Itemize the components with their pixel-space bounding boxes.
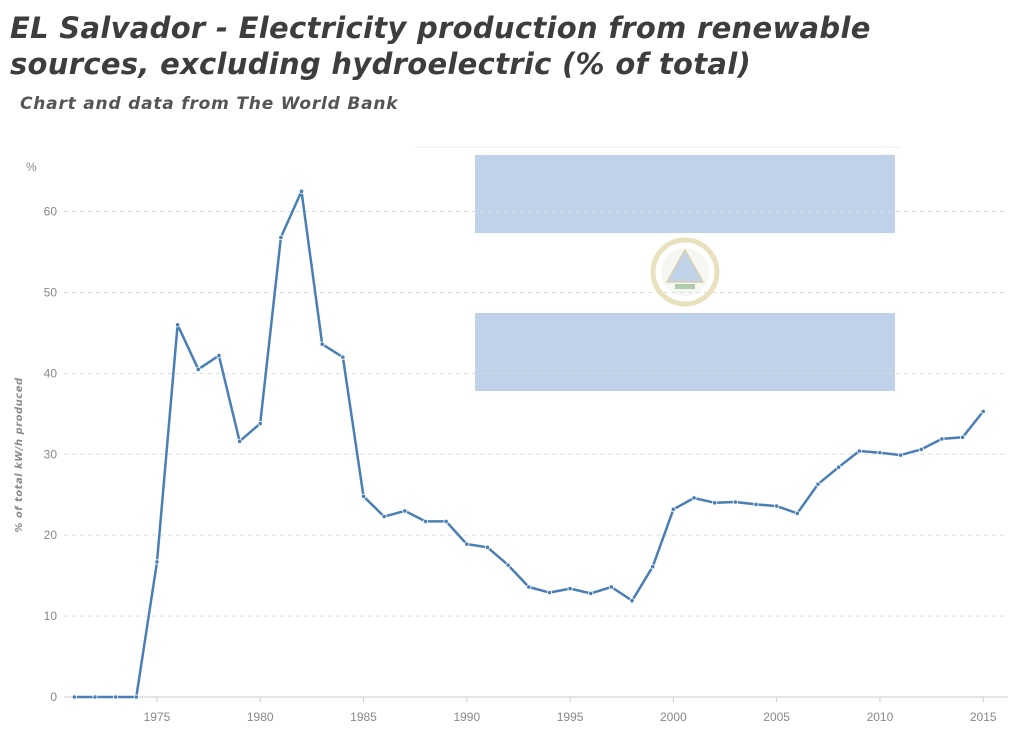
x-tick-label: 2010 [867,710,894,724]
data-point[interactable] [340,354,346,360]
flag-top-stripe [475,155,895,233]
y-tick-label: 50 [44,285,58,299]
grid-lines [64,211,1008,617]
data-point[interactable] [381,513,387,520]
chart-title: EL Salvador - Electricity production fro… [10,11,871,81]
chart-subtitle: Chart and data from The World Bank [20,94,399,114]
data-point[interactable] [712,500,718,506]
flag-image [415,146,900,391]
data-point[interactable] [298,188,305,194]
data-point[interactable] [567,585,573,592]
data-point[interactable] [505,562,511,568]
data-point[interactable] [650,564,656,570]
data-point[interactable] [257,420,263,427]
x-tick-label: 2015 [970,710,997,724]
series-line [74,190,985,699]
data-point[interactable] [71,694,77,700]
data-point[interactable] [794,510,800,516]
data-point[interactable] [732,499,738,505]
x-tick-label: 2005 [763,710,790,724]
data-point[interactable] [278,234,284,241]
data-point[interactable] [980,408,986,414]
data-point[interactable] [546,590,553,596]
data-point[interactable] [195,366,201,372]
y-tick-label: 0 [50,690,57,704]
data-point[interactable] [92,694,98,700]
data-point[interactable] [691,495,697,501]
y-tick-label: 20 [44,528,58,542]
data-point[interactable] [443,518,449,525]
y-tick-label: 10 [44,609,58,623]
x-tick-label: 2000 [660,710,687,724]
data-point[interactable] [154,559,160,565]
data-point[interactable] [526,584,532,590]
x-tick-label: 1980 [247,710,274,724]
data-point[interactable] [959,434,966,440]
data-point[interactable] [918,446,924,453]
data-point[interactable] [670,506,676,512]
data-point[interactable] [815,481,821,487]
y-tick-label: 60 [44,205,58,219]
data-point[interactable] [216,352,222,359]
data-point[interactable] [236,438,243,444]
data-point[interactable] [113,694,119,700]
data-point[interactable] [774,503,780,509]
data-point[interactable] [877,450,883,456]
x-tick-label: 1995 [557,710,584,724]
data-point[interactable] [588,590,594,597]
y-axis-label: % of total kW/h produced [14,377,25,533]
data-point[interactable] [402,508,408,514]
data-point[interactable] [422,518,429,525]
data-point[interactable] [464,541,470,547]
data-point[interactable] [629,598,635,604]
data-point[interactable] [175,322,181,328]
x-tick-label: 1990 [453,710,480,724]
x-tick-label: 1985 [350,710,377,724]
data-point[interactable] [753,501,759,508]
y-tick-label: 40 [44,366,58,380]
data-point[interactable] [836,464,842,470]
data-point[interactable] [897,452,904,458]
coat-of-arms-icon [650,237,720,307]
data-point[interactable] [939,436,945,442]
x-tick-label: 1975 [144,710,171,724]
flag-bottom-stripe [475,313,895,391]
data-point[interactable] [360,493,367,499]
data-point[interactable] [484,544,491,550]
y-unit-label: % [26,160,37,174]
data-point[interactable] [608,584,614,590]
x-axis-ticks: 1975 1980 1985 1990 1995 2000 2005 2010 2015 [144,697,997,724]
y-axis-ticks: 0 10 20 30 40 50 60 [44,205,58,704]
data-point[interactable] [856,448,862,454]
y-tick-label: 30 [44,447,58,461]
data-point[interactable] [133,694,139,700]
data-point[interactable] [319,341,325,347]
series-renewables [71,188,986,700]
